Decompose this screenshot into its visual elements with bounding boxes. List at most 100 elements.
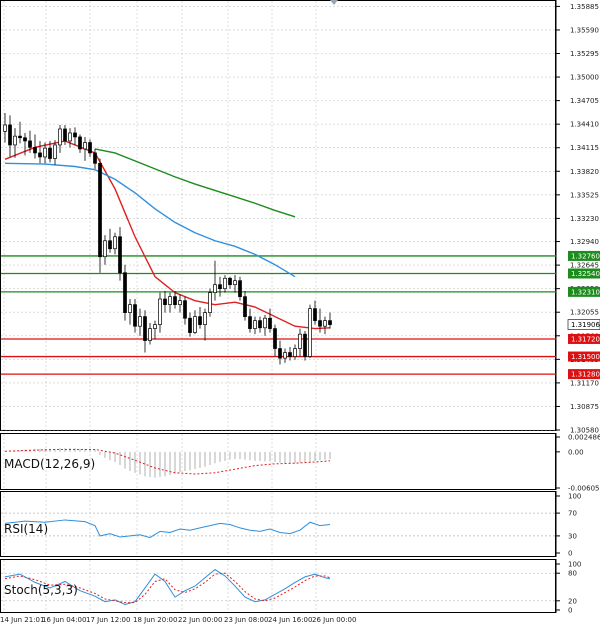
time-axis-label: 16 Jun 04:00 — [42, 616, 86, 624]
candle-body — [278, 348, 282, 359]
candle-body — [13, 135, 17, 146]
rsi-tick-label: 100 — [568, 493, 581, 501]
level-tag-box — [568, 333, 600, 344]
current-price-label: 1.31906 — [571, 321, 600, 329]
candle-body — [193, 316, 197, 333]
candle-body — [318, 320, 322, 327]
price-tick-label: 1.35000 — [570, 74, 599, 82]
rsi-axis-ticks: 100 70 30 0 — [556, 493, 581, 558]
moving-average-blue — [4, 162, 296, 278]
candle-body — [208, 292, 212, 313]
candle-body — [288, 352, 292, 357]
price-tick-label: 1.32645 — [570, 262, 599, 270]
candle-body — [33, 146, 37, 154]
candle-body — [28, 140, 32, 148]
candle-body — [128, 304, 132, 313]
candle-body — [88, 142, 92, 154]
macd-panel: 0.002486 0.00 -0.00605 MACD(12,26,9) — [0, 433, 600, 493]
candle-body — [168, 296, 172, 305]
stoch-d-line — [4, 572, 331, 604]
price-tick-label: 1.33230 — [570, 215, 599, 223]
stoch-k-line — [4, 568, 331, 606]
candle-body — [103, 240, 107, 258]
current-price-tag: 1.31906 — [567, 319, 600, 330]
moving-average-red — [4, 140, 331, 330]
level-price-tags: 1.32760 1.32540 1.32310 1.31720 1.31500 1.312… — [568, 250, 600, 380]
stoch-lines — [4, 568, 331, 606]
candle-body — [53, 144, 57, 159]
rsi-grid — [1, 492, 555, 556]
candle-body — [113, 236, 117, 250]
candle-body — [323, 320, 327, 327]
stoch-tick-label: 20 — [568, 597, 577, 605]
candle-body — [163, 298, 167, 305]
stoch-grid — [1, 560, 555, 612]
main-grid — [1, 1, 555, 431]
price-tick-label: 1.34410 — [570, 121, 599, 129]
candle-body — [213, 284, 217, 294]
level-tag-box — [568, 351, 600, 362]
level-tag-box — [568, 286, 600, 297]
macd-axis-ticks: 0.002486 0.00 -0.00605 — [556, 434, 600, 493]
macd-label: MACD(12,26,9) — [4, 457, 95, 471]
stoch-tick-label: 0 — [568, 607, 572, 615]
macd-tick-label: 0.002486 — [568, 434, 600, 442]
candle-body — [98, 162, 102, 258]
candle-body — [273, 328, 277, 349]
candle-body — [23, 137, 27, 142]
candle-body — [118, 236, 122, 274]
candle-body — [93, 152, 97, 164]
level-tag-box — [568, 250, 600, 261]
time-axis-label: 23 Jun 08:00 — [224, 616, 268, 624]
candle-body — [253, 320, 257, 329]
level-tag-label: 1.32540 — [571, 270, 600, 278]
candle-body — [218, 284, 222, 290]
rsi-label: RSI(14) — [4, 522, 48, 536]
rsi-polyline — [4, 519, 331, 539]
candle-body — [8, 124, 12, 146]
candle-body — [238, 280, 242, 298]
time-axis-label: 26 Jun 00:00 — [312, 616, 356, 624]
candle-body — [328, 320, 332, 325]
macd-signal-polyline — [4, 448, 331, 475]
candle-body — [303, 333, 307, 357]
stoch-tick-label: 80 — [568, 570, 577, 578]
candle-body — [308, 308, 312, 357]
price-tick-label: 1.31170 — [570, 379, 599, 387]
candle-body — [63, 128, 67, 142]
candle-body — [283, 352, 287, 359]
candle-body — [228, 277, 232, 286]
candle-body — [258, 320, 262, 329]
candle-body — [18, 135, 22, 139]
time-axis-label: 24 Jun 16:00 — [268, 616, 312, 624]
moving-average-green — [94, 148, 296, 218]
level-tag-label: 1.32760 — [571, 252, 600, 260]
price-tick-label: 1.30875 — [570, 403, 599, 411]
candle-body — [263, 317, 267, 329]
rsi-line — [4, 519, 331, 539]
price-tick-label: 1.32940 — [570, 238, 599, 246]
stoch-panel-frame — [0, 559, 556, 613]
candle-body — [248, 316, 252, 329]
stoch-tick-label: 100 — [568, 561, 581, 569]
price-tick-label: 1.35885 — [570, 3, 599, 11]
main-panel-frame — [0, 0, 556, 431]
rsi-panel-frame — [0, 491, 556, 557]
macd-tick-label: 0.00 — [568, 448, 584, 456]
time-axis-label: 17 Jun 12:00 — [86, 616, 130, 624]
candle-body — [138, 316, 142, 327]
candle-body — [68, 132, 72, 142]
candle-body — [233, 280, 237, 286]
price-tick-label: 1.34705 — [570, 97, 599, 105]
candle-body — [58, 128, 62, 146]
candle-body — [203, 312, 207, 325]
rsi-tick-label: 0 — [568, 550, 572, 558]
candle-body — [83, 142, 87, 150]
candle-body — [48, 147, 52, 159]
level-tag-label: 1.31720 — [571, 335, 600, 343]
candle-body — [158, 298, 162, 325]
candle-body — [198, 316, 202, 325]
current-price-box — [567, 319, 600, 330]
